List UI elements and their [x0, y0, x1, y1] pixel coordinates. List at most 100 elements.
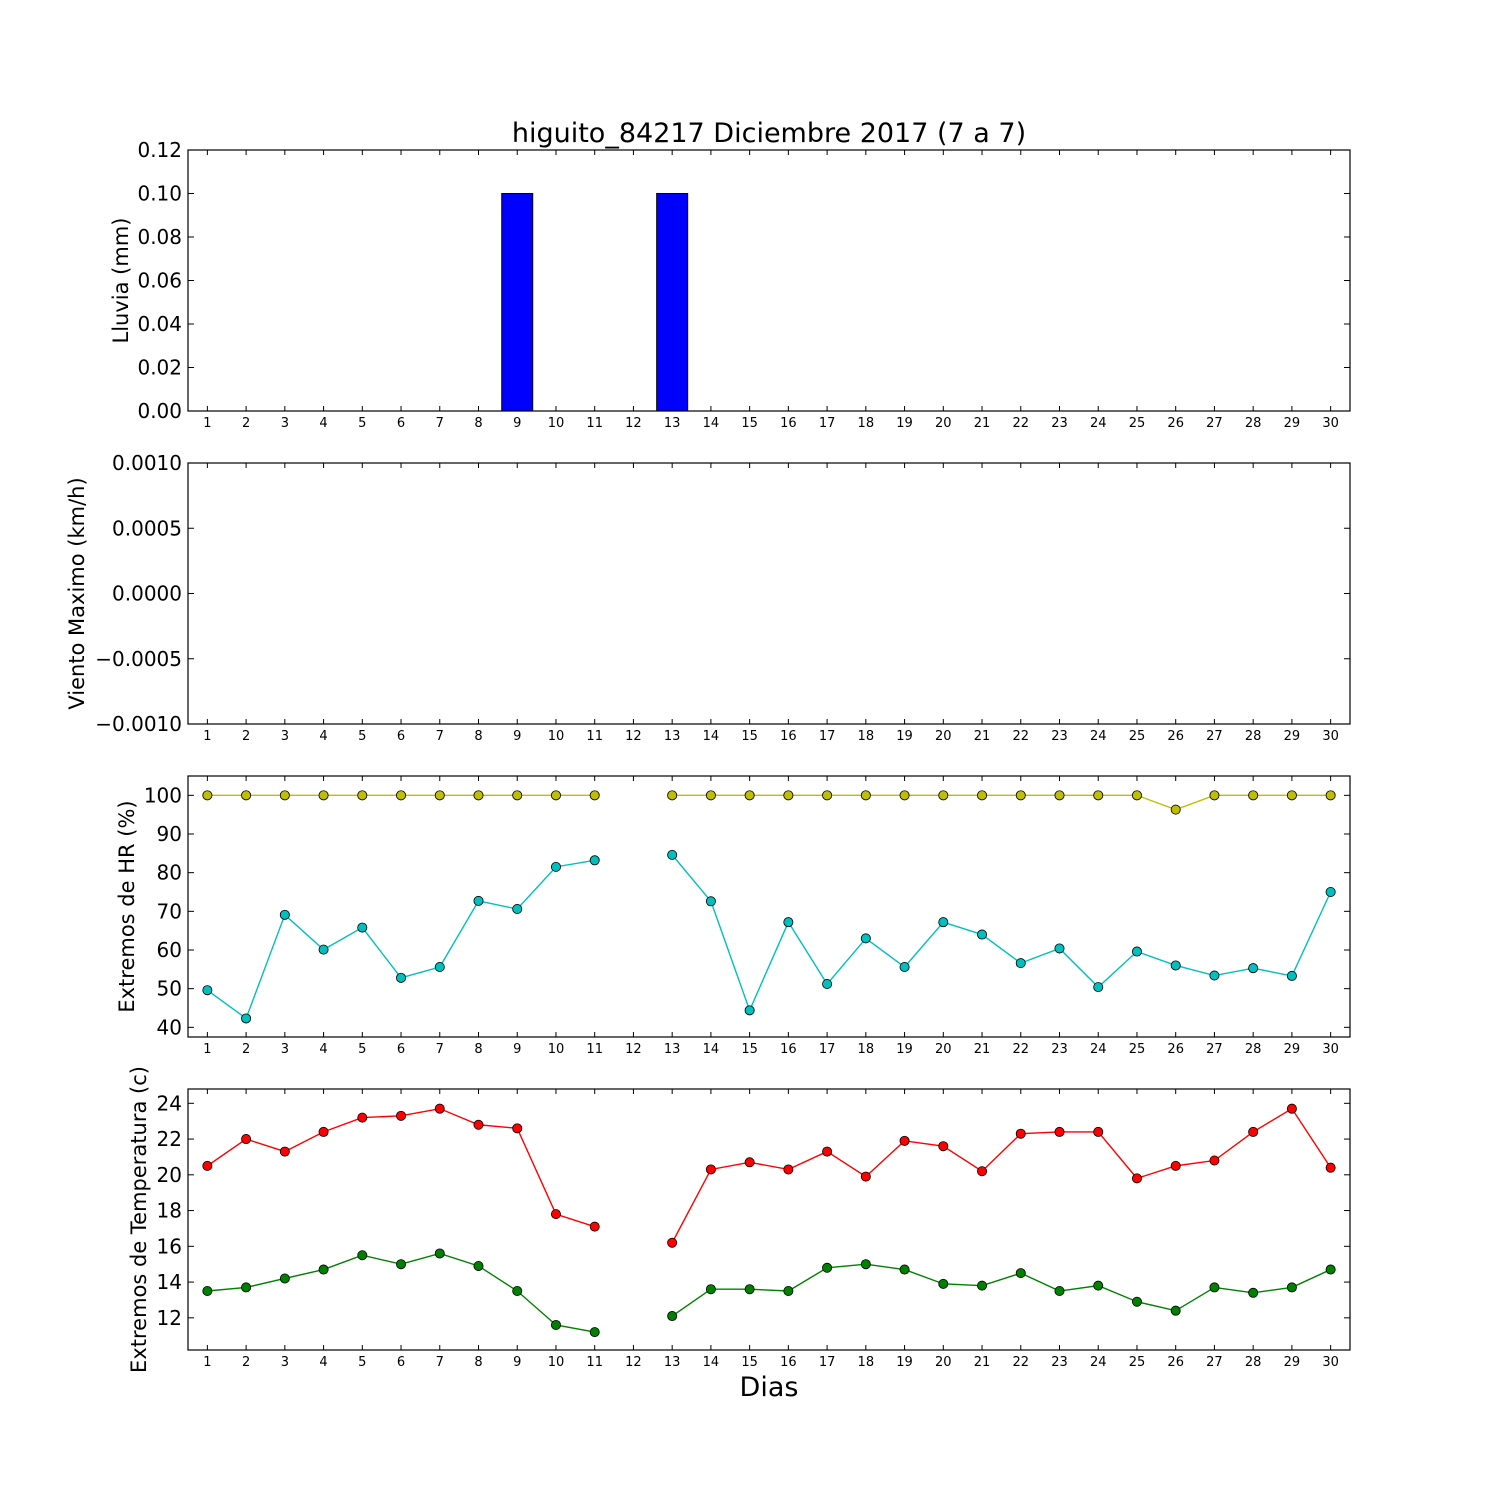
data-point: [667, 1311, 678, 1322]
data-point: [1209, 1155, 1220, 1166]
data-point: [899, 962, 910, 973]
panels: 1 2 3 4 5 6 7 8 9 10 11 12 13 14 15 16 17 18 19 20 21 22 23 24 2…: [65, 138, 1351, 1373]
data-point: [512, 904, 523, 915]
data-point: [1248, 790, 1259, 801]
data-point: [318, 790, 329, 801]
data-point: [822, 1146, 833, 1157]
data-point: [1325, 887, 1336, 898]
data-point: [550, 1319, 561, 1330]
data-point: [589, 790, 600, 801]
x-tick-label: 6: [397, 1355, 405, 1370]
data-point: [1131, 1296, 1142, 1307]
y-axis-label: Extremos de HR (%): [115, 800, 139, 1012]
x-tick-label: 15: [741, 729, 758, 744]
x-tick-label: 11: [586, 729, 603, 744]
data-point: [783, 917, 794, 928]
x-tick-label: 9: [513, 416, 521, 431]
x-tick-label: 20: [935, 1042, 952, 1057]
data-point: [589, 855, 600, 866]
x-tick-label: 22: [1012, 1042, 1029, 1057]
data-point: [1170, 960, 1181, 971]
x-tick-label: 8: [474, 416, 482, 431]
data-point: [473, 895, 484, 906]
data-point: [512, 1286, 523, 1297]
x-tick-label: 28: [1245, 416, 1262, 431]
x-tick-label: 13: [664, 416, 681, 431]
x-tick-label: 23: [1051, 1042, 1068, 1057]
y-tick-label: 0.04: [137, 312, 182, 336]
data-point: [1209, 970, 1220, 981]
x-tick-label: 16: [780, 416, 797, 431]
data-point: [899, 1264, 910, 1275]
data-point: [938, 1141, 949, 1152]
y-tick-label: 14: [157, 1270, 182, 1294]
data-point: [279, 790, 290, 801]
x-tick-label: 29: [1284, 1042, 1301, 1057]
bar: [656, 193, 689, 412]
x-tick-label: 25: [1129, 729, 1146, 744]
data-point: [1131, 1173, 1142, 1184]
data-point: [860, 1171, 871, 1182]
x-tick-label: 14: [703, 729, 720, 744]
x-tick-label: 24: [1090, 1042, 1107, 1057]
data-point: [1325, 790, 1336, 801]
x-tick-label: 25: [1129, 1355, 1146, 1370]
data-point: [202, 1286, 213, 1297]
x-tick-label: 17: [819, 416, 836, 431]
x-tick-label: 5: [358, 1355, 366, 1370]
x-tick-label: 25: [1129, 1042, 1146, 1057]
data-point: [357, 1112, 368, 1123]
x-tick-label: 14: [703, 416, 720, 431]
data-point: [977, 929, 988, 940]
data-point: [705, 790, 716, 801]
data-point: [1170, 1160, 1181, 1171]
x-tick-label: 2: [242, 1042, 250, 1057]
y-tick-label: 70: [157, 899, 182, 923]
data-point: [1209, 790, 1220, 801]
x-tick-label: 5: [358, 416, 366, 431]
x-tick-label: 18: [858, 416, 875, 431]
data-point: [1131, 790, 1142, 801]
y-tick-label: 0.02: [137, 356, 182, 380]
data-point: [241, 790, 252, 801]
x-tick-label: 15: [741, 1042, 758, 1057]
x-tick-label: 29: [1284, 416, 1301, 431]
y-tick-label: 90: [157, 822, 182, 846]
data-point: [279, 909, 290, 920]
x-tick-label: 21: [974, 1355, 991, 1370]
data-point: [1015, 958, 1026, 969]
data-point: [744, 1005, 755, 1016]
data-point: [318, 944, 329, 955]
x-tick-label: 5: [358, 729, 366, 744]
x-tick-label: 15: [741, 1355, 758, 1370]
data-point: [589, 1327, 600, 1338]
data-point: [396, 1110, 407, 1121]
x-tick-label: 4: [319, 1355, 327, 1370]
x-tick-label: 21: [974, 1042, 991, 1057]
data-point: [1093, 1126, 1104, 1137]
x-tick-label: 29: [1284, 1355, 1301, 1370]
data-point: [396, 972, 407, 983]
data-point: [783, 1286, 794, 1297]
x-tick-label: 8: [474, 1042, 482, 1057]
y-tick-label: 40: [157, 1015, 182, 1039]
data-point: [1325, 1162, 1336, 1173]
x-tick-label: 18: [858, 729, 875, 744]
data-point: [667, 790, 678, 801]
data-point: [899, 790, 910, 801]
x-tick-label: 17: [819, 1355, 836, 1370]
y-tick-label: 60: [157, 938, 182, 962]
x-tick-label: 26: [1167, 1042, 1184, 1057]
data-point: [318, 1126, 329, 1137]
data-point: [241, 1013, 252, 1024]
x-tick-label: 28: [1245, 1355, 1262, 1370]
x-tick-label: 3: [281, 729, 289, 744]
data-point: [1015, 1128, 1026, 1139]
data-point: [783, 1164, 794, 1175]
x-tick-label: 7: [436, 729, 444, 744]
x-tick-label: 27: [1206, 416, 1223, 431]
x-tick-label: 29: [1284, 729, 1301, 744]
data-point: [279, 1273, 290, 1284]
x-tick-label: 28: [1245, 729, 1262, 744]
data-point: [512, 790, 523, 801]
